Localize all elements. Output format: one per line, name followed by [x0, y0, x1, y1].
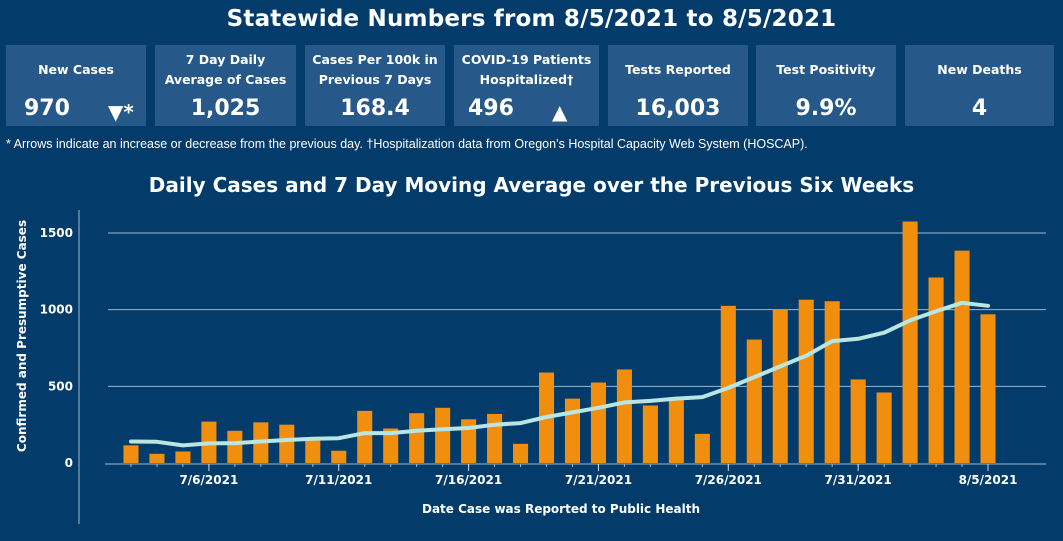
bar [720, 305, 736, 463]
bar [331, 450, 347, 463]
card-label: COVID-19 Patients Hospitalized† [461, 52, 592, 87]
chart-title: Daily Cases and 7 Day Moving Average ove… [148, 173, 915, 197]
bar-series [123, 221, 996, 463]
card-value: 970 [24, 96, 70, 121]
kpi-cards: New Cases 970 ▼* 7 Day Daily Average of … [6, 45, 1058, 126]
bar [928, 277, 944, 463]
bar [772, 309, 788, 463]
bar [383, 428, 399, 463]
card-value: 168.4 [340, 96, 410, 121]
bar [954, 250, 970, 463]
bar [409, 413, 425, 463]
x-tick-label: 7/31/2021 [825, 473, 892, 487]
bar [175, 451, 191, 463]
card-test-positivity[interactable]: Test Positivity 9.9% [756, 45, 896, 126]
bar [123, 445, 139, 463]
bar [513, 443, 529, 463]
bar [487, 413, 503, 463]
x-tick-label: 7/6/2021 [179, 473, 238, 487]
y-tick-label: 0 [65, 456, 73, 470]
card-new-cases[interactable]: New Cases 970 ▼* [6, 45, 146, 126]
bar [642, 405, 658, 463]
x-tick-label: 7/26/2021 [695, 473, 762, 487]
footnote: * Arrows indicate an increase or decreas… [6, 137, 808, 151]
arrow-down-icon: ▼* [108, 100, 134, 124]
card-label: Test Positivity [776, 62, 876, 77]
card-value: 496 [468, 96, 514, 121]
card-value: 1,025 [190, 96, 261, 121]
bar [902, 221, 918, 463]
card-label: Cases Per 100k in Previous 7 Days [312, 52, 438, 87]
moving-average-line [129, 300, 990, 448]
bar [279, 424, 295, 463]
card-label: New Deaths [937, 62, 1022, 77]
arrow-up-icon: ▲ [552, 100, 568, 124]
x-axis-title: Date Case was Reported to Public Health [422, 502, 700, 516]
bar [149, 453, 165, 463]
bar [876, 392, 892, 463]
moving-average-series [129, 300, 990, 448]
bar [616, 369, 632, 463]
card-cases-per-100k[interactable]: Cases Per 100k in Previous 7 Days 168.4 [305, 45, 445, 126]
bar [850, 379, 866, 463]
bar [694, 433, 710, 463]
y-axis-title: Confirmed and Presumptive Cases [15, 220, 29, 452]
bar [357, 410, 373, 463]
bar [435, 407, 451, 463]
bar [564, 398, 581, 463]
card-label: 7 Day Daily Average of Cases [164, 52, 287, 87]
axes: 0 500 1000 1500 7/6/2021 7/11/2021 7/16/2021 7/… [15, 210, 1046, 524]
bar [461, 419, 477, 463]
y-tick-label: 500 [48, 379, 73, 393]
x-tick-label: 8/5/2021 [959, 473, 1018, 487]
bar [305, 437, 321, 463]
bar [798, 299, 814, 463]
bar [590, 382, 606, 463]
bar [227, 430, 243, 463]
y-tick-label: 1000 [40, 303, 73, 317]
bar [824, 301, 840, 463]
grid-lines [108, 232, 1046, 387]
bar [980, 314, 996, 463]
bar [668, 397, 684, 463]
card-label: New Cases [38, 62, 114, 77]
x-tick-label: 7/21/2021 [565, 473, 632, 487]
card-label: Tests Reported [625, 62, 731, 77]
card-hospitalized[interactable]: COVID-19 Patients Hospitalized† 496 ▲ [454, 45, 599, 126]
card-new-deaths[interactable]: New Deaths 4 [905, 45, 1054, 126]
page-title: Statewide Numbers from 8/5/2021 to 8/5/2… [226, 6, 837, 32]
bar [746, 339, 762, 463]
card-value: 16,003 [635, 96, 721, 121]
card-7-day-average[interactable]: 7 Day Daily Average of Cases 1,025 [155, 45, 296, 126]
x-tick-label: 7/16/2021 [435, 473, 502, 487]
x-tick-label: 7/11/2021 [305, 473, 372, 487]
card-tests-reported[interactable]: Tests Reported 16,003 [608, 45, 748, 126]
card-value: 9.9% [795, 96, 857, 121]
card-value: 4 [971, 96, 988, 121]
y-tick-label: 1500 [40, 226, 73, 240]
